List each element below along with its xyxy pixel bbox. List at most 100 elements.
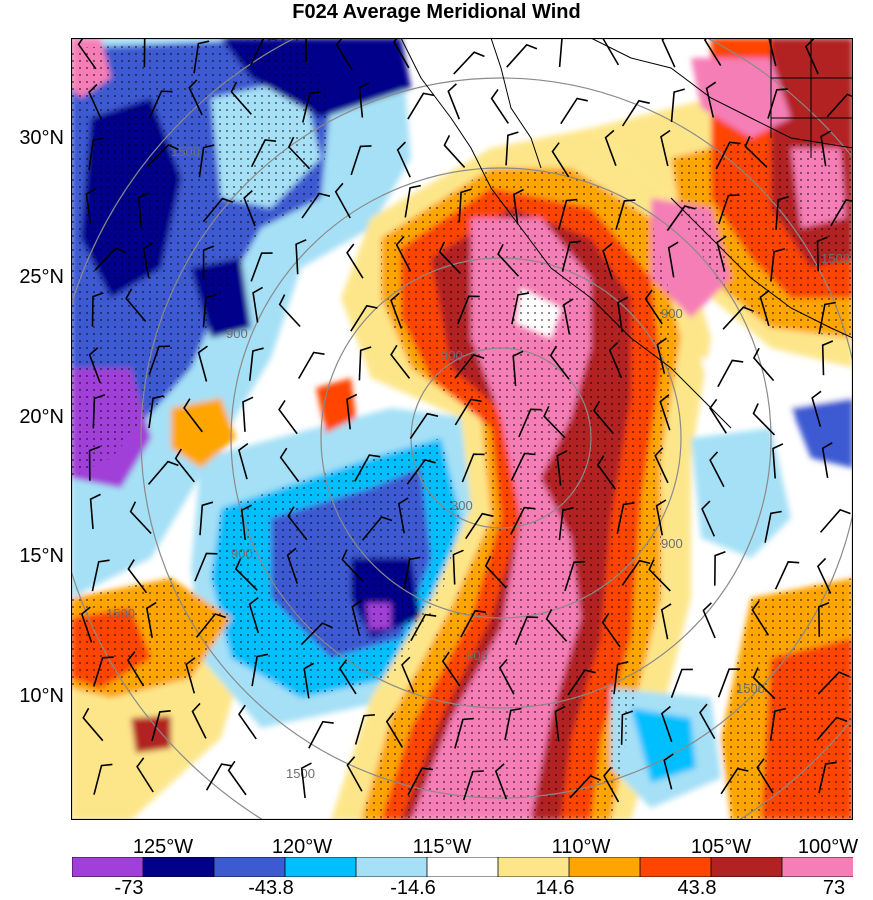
- wind-barb: [720, 767, 749, 795]
- wind-barb: [409, 412, 439, 439]
- wind-barb: [441, 651, 461, 687]
- wind-barb: [174, 448, 195, 483]
- wind-barb: [556, 450, 568, 486]
- wind-barb: [621, 559, 651, 586]
- wind-barb: [354, 714, 375, 745]
- wind-barb: [143, 38, 146, 68]
- wind-barb: [616, 502, 635, 534]
- wind-barb: [341, 549, 364, 582]
- wind-barb: [816, 716, 848, 741]
- ring-label: 900: [466, 648, 488, 663]
- colorbar-swatch: [142, 857, 215, 877]
- wind-barb: [85, 187, 97, 224]
- wind-barb: [663, 753, 674, 790]
- ring-label: 1500: [171, 144, 200, 159]
- ring-label: 300: [441, 348, 463, 363]
- wind-barb: [279, 447, 300, 483]
- wind-barb: [142, 242, 154, 279]
- wind-barb: [148, 345, 171, 376]
- colorbar-swatch: [497, 857, 570, 877]
- wind-barb: [308, 720, 334, 749]
- colorbar: [72, 857, 853, 877]
- wind-barb: [603, 766, 620, 803]
- wind-barb: [195, 613, 226, 638]
- wind-barb: [193, 40, 210, 74]
- wind-barb: [709, 398, 727, 434]
- wind-barb: [512, 350, 524, 386]
- wind-barb: [91, 292, 104, 327]
- wind-barb: [615, 199, 636, 230]
- wind-barb: [358, 82, 370, 118]
- wind-barb: [252, 286, 263, 323]
- wind-barb: [238, 704, 257, 740]
- wind-barb: [751, 600, 770, 636]
- chart-title: F024 Average Meridional Wind: [292, 1, 581, 23]
- field-red-blob-south: [131, 716, 171, 753]
- wind-barb: [667, 241, 679, 278]
- wind-barb: [346, 393, 358, 430]
- wind-barb: [151, 710, 171, 742]
- wind-barb: [227, 760, 247, 796]
- wind-barb: [454, 353, 485, 379]
- wind-barb: [453, 51, 485, 75]
- wind-barb: [593, 400, 614, 435]
- wind-barb: [300, 762, 312, 799]
- wind-barb: [821, 340, 834, 376]
- wind-barb: [514, 616, 539, 646]
- wind-barb: [191, 702, 207, 739]
- wind-barb: [709, 451, 725, 488]
- wind-barb: [393, 38, 410, 69]
- wind-barb: [145, 601, 157, 638]
- wind-barb: [817, 602, 830, 637]
- wind-barb: [198, 144, 215, 178]
- wind-barb: [818, 761, 837, 794]
- wind-barb: [551, 142, 570, 178]
- lon-label-120w: 120°W: [271, 836, 333, 858]
- wind-barb: [302, 91, 321, 123]
- wind-barb: [88, 445, 101, 481]
- ring-label: 900: [226, 326, 248, 341]
- wind-barb: [183, 398, 203, 433]
- wind-barb: [816, 236, 828, 272]
- range-rings: [71, 38, 853, 820]
- wind-barb: [278, 399, 298, 435]
- colorbar-swatch: [284, 857, 357, 877]
- wind-barb: [460, 609, 487, 638]
- field-blue-east: [791, 398, 853, 468]
- wind-barb: [569, 774, 601, 799]
- lat-label-30n: 30°N: [19, 127, 64, 149]
- wind-barb: [660, 705, 673, 743]
- wind-barb: [817, 671, 850, 695]
- wind-barb: [767, 88, 788, 119]
- wind-barb: [286, 547, 299, 584]
- wind-barb: [148, 90, 173, 119]
- wind-barb: [702, 602, 716, 639]
- wind-barb: [661, 38, 676, 68]
- wind-barb: [722, 306, 754, 330]
- wind-barb: [127, 559, 148, 594]
- wind-barb: [744, 135, 768, 168]
- wind-barb: [278, 294, 301, 328]
- wind-barb: [148, 395, 164, 429]
- wind-barb: [604, 129, 617, 166]
- wind-barb: [770, 248, 786, 282]
- wind-barb: [396, 141, 411, 178]
- wind-barb: [452, 549, 464, 585]
- wind-barb: [390, 292, 403, 329]
- ring-label: 1500: [821, 251, 850, 266]
- colorbar-swatch: [355, 857, 428, 877]
- lat-label-20n: 20°N: [19, 406, 64, 428]
- wind-barb: [756, 758, 774, 794]
- wind-barb: [295, 239, 307, 275]
- wind-barb: [406, 458, 436, 485]
- wind-barb: [403, 556, 421, 590]
- wind-barb: [248, 596, 260, 634]
- wind-barb: [494, 763, 508, 800]
- wind-barb: [250, 139, 277, 168]
- wind-barb: [567, 669, 596, 696]
- wind-barb: [660, 129, 671, 167]
- wind-barb: [718, 194, 740, 225]
- wind-barb: [655, 499, 667, 536]
- colorbar-label: 14.6: [535, 877, 575, 899]
- colorbar-label: 73: [822, 877, 846, 899]
